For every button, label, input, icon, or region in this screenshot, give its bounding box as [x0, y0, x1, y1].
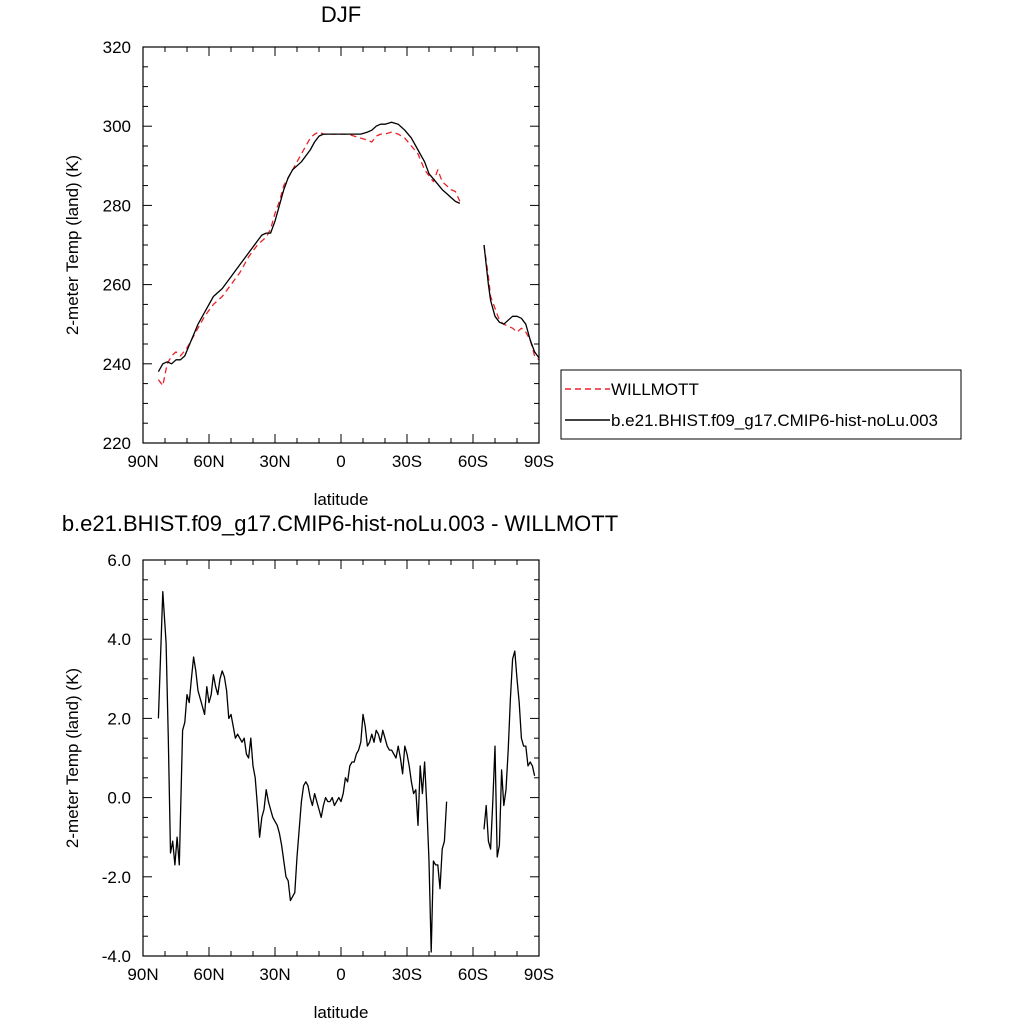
top-axis-ticks: 90N 60N 30N 0 30S 60S 90S 220 240 260 280 300 320 [103, 38, 555, 471]
top-y-tick-label: 300 [103, 117, 131, 136]
bottom-plot-frame [142, 559, 540, 957]
legend-label-model: b.e21.BHIST.f09_g17.CMIP6-hist-noLu.003 [611, 411, 938, 430]
top-x-tick-label: 30N [259, 452, 290, 471]
bottom-y-tick-label: 0.0 [107, 789, 131, 808]
top-x-tick-label: 60S [458, 452, 488, 471]
bottom-y-tick-label: 6.0 [107, 551, 131, 570]
bottom-y-tick-label: 4.0 [107, 630, 131, 649]
bottom-y-axis-label: 2-meter Temp (land) (K) [63, 668, 82, 848]
top-y-tick-label: 280 [103, 196, 131, 215]
legend: WILLMOTT b.e21.BHIST.f09_g17.CMIP6-hist-… [560, 369, 962, 440]
top-y-tick-label: 260 [103, 276, 131, 295]
bottom-x-tick-label: 60N [193, 965, 224, 984]
top-chart-title: DJF [321, 2, 361, 27]
bottom-x-tick-label: 30S [392, 965, 422, 984]
legend-box [560, 369, 962, 440]
top-x-axis-label: latitude [314, 490, 369, 509]
top-y-tick-label: 320 [103, 38, 131, 57]
top-x-tick-label: 90N [127, 452, 158, 471]
bottom-series-layer [157, 591, 536, 953]
top-x-tick-label: 60N [193, 452, 224, 471]
bottom-x-axis-label: latitude [314, 1003, 369, 1022]
bottom-y-tick-label: 2.0 [107, 709, 131, 728]
bottom-series-0-line [157, 591, 448, 953]
top-x-tick-label: 90S [524, 452, 554, 471]
bottom-x-tick-label: 0 [336, 965, 345, 984]
top-y-axis-label: 2-meter Temp (land) (K) [63, 155, 82, 335]
bottom-series-0-line [483, 650, 536, 858]
top-series-layer [157, 121, 540, 387]
bottom-axis-ticks: 90N 60N 30N 0 30S 60S 90S -4.0 -2.0 0.0 2.0 4.0 6.0 [102, 551, 554, 984]
bottom-chart-title: b.e21.BHIST.f09_g17.CMIP6-hist-noLu.003 … [62, 511, 618, 536]
bottom-y-tick-label: -4.0 [102, 947, 131, 966]
top-plot-frame [142, 46, 540, 444]
bottom-panel: b.e21.BHIST.f09_g17.CMIP6-hist-noLu.003 … [62, 511, 618, 1022]
bottom-x-tick-label: 90S [524, 965, 554, 984]
top-x-tick-label: 30S [392, 452, 422, 471]
bottom-x-tick-label: 30N [259, 965, 290, 984]
top-series-1-line [483, 244, 540, 359]
top-x-tick-label: 0 [336, 452, 345, 471]
top-panel: DJF 90N 60N 30N 0 30S 60S 90S 220 240 260 280 300 32… [63, 2, 962, 509]
bottom-x-tick-label: 60S [458, 965, 488, 984]
bottom-x-tick-label: 90N [127, 965, 158, 984]
top-series-0-line [157, 131, 461, 387]
top-y-tick-label: 240 [103, 355, 131, 374]
bottom-y-tick-label: -2.0 [102, 868, 131, 887]
top-y-tick-label: 220 [103, 434, 131, 453]
legend-label-willmott: WILLMOTT [611, 380, 699, 399]
top-series-1-line [157, 121, 461, 373]
